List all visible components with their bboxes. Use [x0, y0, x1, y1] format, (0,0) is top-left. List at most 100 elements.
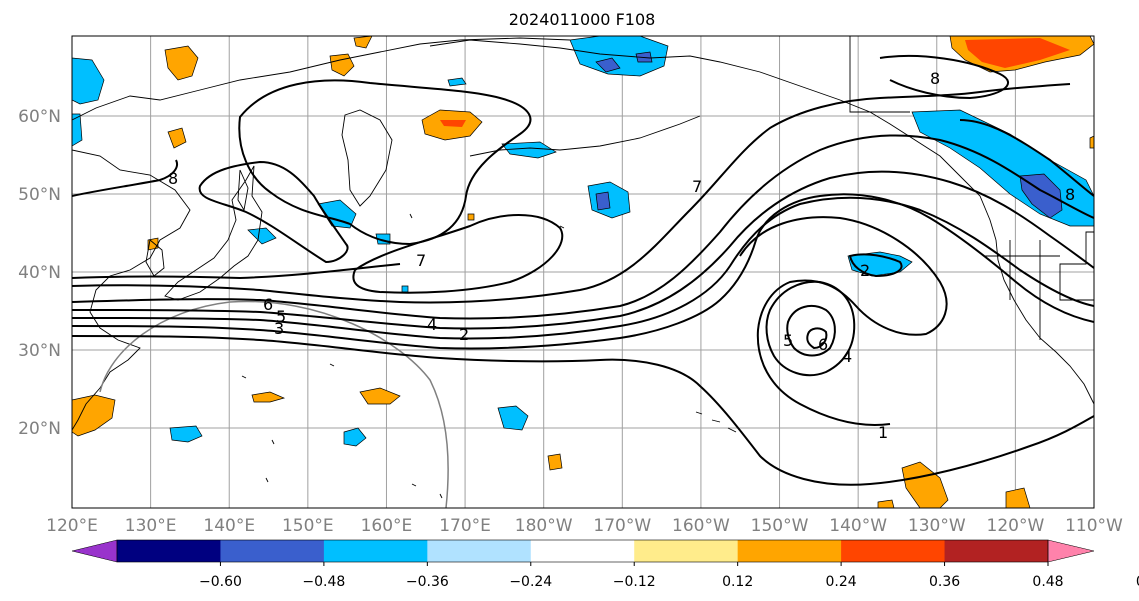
map-frame: [71, 35, 1095, 509]
pacific-islands: [241, 213, 565, 499]
canada-border: [849, 36, 1094, 301]
anomaly-patch: [501, 141, 557, 159]
positive-anomaly-patches: [72, 36, 1094, 508]
contour-label: 4: [842, 347, 852, 366]
colorbar-swatches: [71, 539, 1095, 563]
longitude-label: 170°E: [439, 516, 491, 536]
anomaly-patch: [569, 36, 669, 77]
map-title: 2024011000 F108: [508, 10, 656, 29]
contour-label: 6: [818, 335, 828, 354]
contour-line: [806, 327, 828, 350]
anomaly-patch: [1019, 173, 1063, 219]
anomaly-patch: [635, 51, 653, 63]
colorbar-tick-label: 0.24: [826, 574, 857, 590]
colorbar-tick-label: 0.12: [722, 574, 753, 590]
anomaly-patch: [595, 57, 621, 73]
contour-line: [352, 214, 564, 294]
contour-line: [72, 193, 1094, 350]
kamchatka-coast: [341, 109, 393, 207]
map-panel: 8 7 7 6 5 3 4 2 2 5 6 4 1 8 8: [71, 35, 1095, 509]
longitude-labels: 120°E 130°E 140°E 150°E 160°E 170°E 180°W 170°W…: [46, 516, 1123, 536]
longitude-label: 160°W: [672, 516, 730, 536]
japan-coast: [164, 165, 263, 301]
colorbar-tick-label: −0.12: [613, 574, 656, 590]
longitude-label: 140°W: [829, 516, 887, 536]
contour-label: 3: [274, 319, 284, 338]
contour-label: 2: [459, 325, 469, 344]
anomaly-patch: [353, 36, 373, 49]
anomaly-patch: [595, 191, 611, 211]
anomaly-patch: [965, 38, 1070, 68]
longitude-label: 150°W: [751, 516, 809, 536]
anomaly-patch: [72, 113, 83, 147]
contour-line: [72, 196, 1094, 340]
anomaly-patch: [343, 427, 367, 447]
negative-anomaly-patches: [72, 36, 1094, 447]
contour-lines: [72, 55, 1094, 486]
colorbar-extend-low: [71, 539, 118, 563]
anomaly-patch: [401, 285, 409, 293]
colorbar-tick-label: 0.48: [1032, 574, 1063, 590]
contour-line: [848, 253, 903, 278]
longitude-label: 140°E: [203, 516, 255, 536]
contour-label: 7: [416, 251, 426, 270]
latitude-label: 60°N: [18, 107, 61, 127]
contour-label: 7: [692, 177, 702, 196]
contour-label: 6: [263, 295, 273, 314]
contour-label: 4: [427, 315, 437, 334]
anomaly-patch: [1005, 487, 1031, 508]
us-states-border: [985, 240, 1060, 340]
contour-line: [739, 216, 948, 426]
colorbar-swatch: [427, 540, 532, 562]
contour-line: [198, 160, 349, 264]
anomaly-patch: [547, 453, 563, 471]
longitude-label: 150°E: [282, 516, 334, 536]
colorbar-tick-label: −0.36: [406, 574, 449, 590]
colorbar-swatch: [944, 540, 1049, 562]
latitude-label: 20°N: [18, 419, 61, 439]
anomaly-patch: [169, 425, 203, 443]
asia-interior-coast: [72, 37, 571, 121]
colorbar-tick-label: −0.60: [199, 574, 242, 590]
colorbar-tick-label: −0.48: [302, 574, 345, 590]
colorbar-swatch: [323, 540, 428, 562]
alaska-coast: [429, 39, 997, 241]
colorbar-swatch: [841, 540, 946, 562]
contour-line: [72, 170, 1094, 330]
anomaly-patch: [359, 387, 401, 405]
longitude-label: 160°E: [361, 516, 413, 536]
colorbar: −0.60 −0.48 −0.36 −0.24 −0.12 0.12 0.24 0.36 0.4…: [71, 539, 1139, 590]
contour-line: [786, 305, 836, 357]
hawaii-islands: [695, 411, 737, 433]
contour-label: 1: [878, 423, 888, 442]
anomaly-patch: [317, 199, 357, 229]
aleutian-chain: [469, 115, 701, 157]
contour-label: 5: [276, 307, 286, 326]
contour-label: 2: [860, 261, 870, 280]
anomaly-patch: [164, 45, 199, 81]
sakhalin-coast: [237, 169, 249, 212]
anomaly-patch: [877, 499, 895, 508]
colorbar-swatch: [530, 540, 635, 562]
contour-label: 8: [1065, 185, 1075, 204]
anomaly-patch: [467, 213, 475, 221]
anomaly-patch: [72, 394, 116, 437]
anomaly-patch: [901, 461, 949, 508]
latitude-label: 40°N: [18, 263, 61, 283]
anomaly-patch: [440, 120, 466, 127]
latitude-label: 50°N: [18, 185, 61, 205]
colorbar-swatch: [737, 540, 842, 562]
contour-labels: 8 7 7 6 5 3 4 2 2 5 6 4 1 8 8: [168, 69, 1075, 442]
contour-label: 5: [783, 331, 793, 350]
colorbar-swatch: [634, 540, 739, 562]
colorbar-swatch: [220, 540, 325, 562]
contour-label: 8: [168, 169, 178, 188]
longitude-label: 130°W: [908, 516, 966, 536]
anomaly-patch: [847, 251, 913, 277]
latitude-label: 30°N: [18, 341, 61, 361]
korea-coast: [145, 239, 165, 277]
latitude-labels: 20°N 30°N 40°N 50°N 60°N: [18, 107, 61, 439]
contour-line: [72, 83, 1071, 304]
